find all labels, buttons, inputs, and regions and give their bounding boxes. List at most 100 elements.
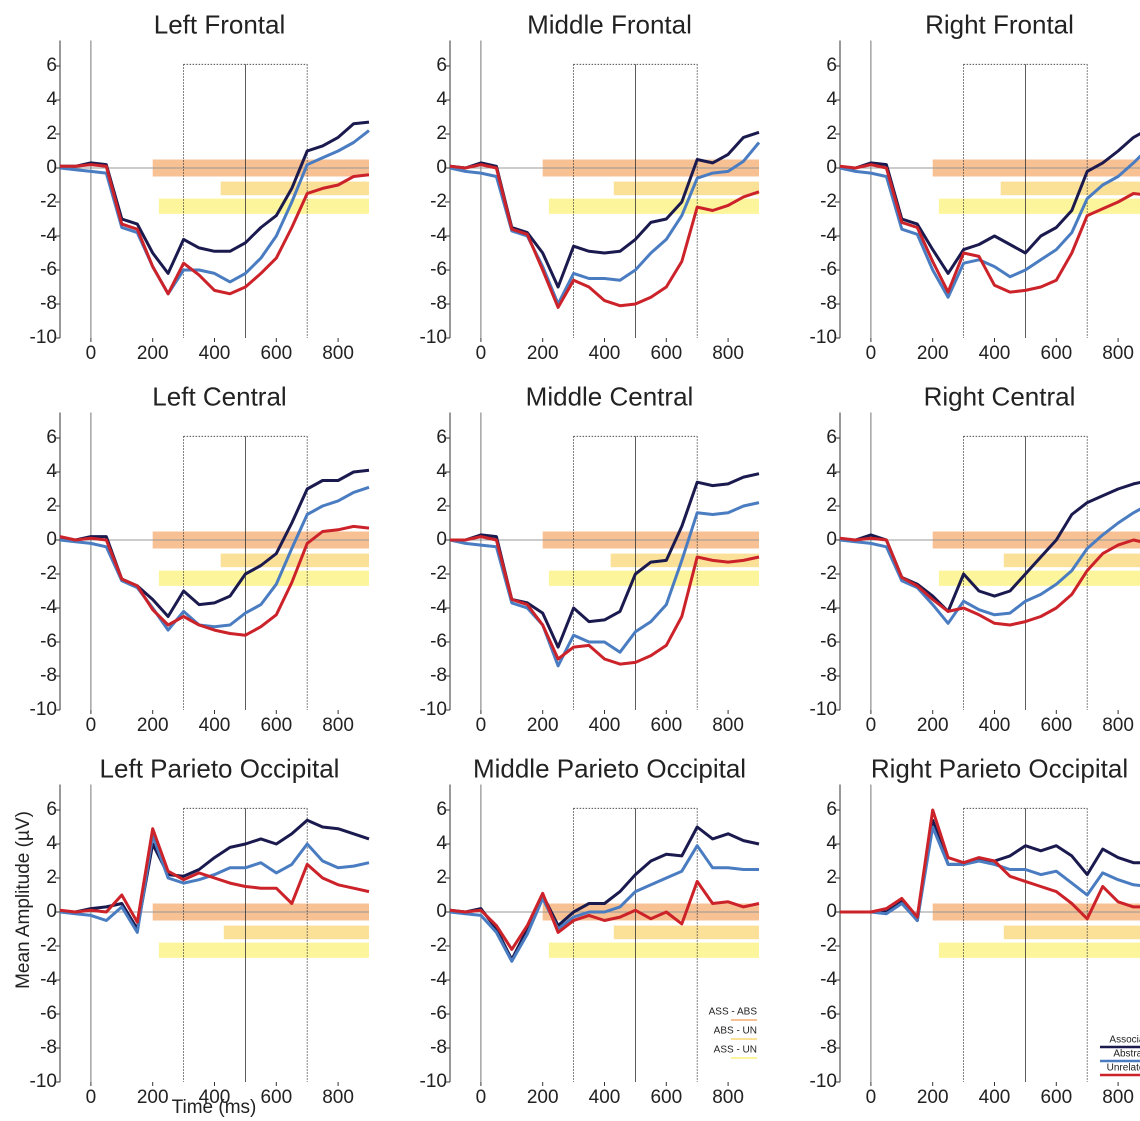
y-tick-label: 0: [436, 157, 447, 178]
y-tick-label: 0: [46, 901, 57, 922]
y-tick-label: 0: [826, 529, 837, 550]
y-tick-label: 0: [826, 901, 837, 922]
y-tick-label: 2: [46, 495, 57, 516]
y-tick-label: -8: [820, 665, 837, 686]
y-tick-label: -2: [40, 563, 57, 584]
x-tick-label: 800: [712, 715, 744, 736]
y-tick-label: -6: [820, 631, 837, 652]
y-tick-label: 4: [436, 833, 447, 854]
y-tick-label: -8: [820, 1037, 837, 1058]
erp-line: [59, 524, 370, 637]
x-tick-label: 200: [527, 715, 559, 736]
erp-line: [449, 844, 759, 963]
y-tick-label: -8: [40, 293, 57, 314]
y-tick-label: -2: [820, 563, 837, 584]
x-tick-label: 0: [866, 1087, 877, 1108]
x-tick-label: 0: [476, 343, 487, 364]
y-tick-label: -6: [40, 631, 57, 652]
x-axis-label: Time (ms): [172, 1097, 257, 1118]
x-tick-label: 400: [199, 715, 231, 736]
x-tick-label: 400: [589, 1087, 621, 1108]
y-tick-label: 4: [46, 461, 57, 482]
y-tick-label: 6: [436, 55, 447, 76]
y-tick-label: -10: [810, 1071, 837, 1092]
x-tick-label: 400: [199, 1087, 231, 1108]
chart-title: Right Parieto Occipital: [871, 753, 1128, 783]
chart-title: Middle Central: [526, 381, 694, 411]
x-tick-label: 0: [866, 715, 877, 736]
y-tick-label: 6: [46, 55, 57, 76]
y-tick-label: 2: [46, 123, 57, 144]
x-tick-label: 600: [260, 343, 292, 364]
significance-band: [220, 553, 369, 568]
erp-line: [839, 536, 1140, 627]
y-tick-label: -4: [820, 225, 837, 246]
y-tick-label: -6: [430, 631, 447, 652]
y-tick-label: -2: [820, 935, 837, 956]
x-tick-label: 800: [712, 343, 744, 364]
x-tick-label: 200: [917, 343, 949, 364]
y-tick-label: 0: [436, 901, 447, 922]
erp-line: [449, 825, 760, 962]
y-tick-label: -10: [420, 699, 447, 720]
x-tick-label: 600: [260, 715, 292, 736]
legend-label: ASS - ABS: [709, 1007, 758, 1018]
x-tick-label: 600: [1040, 1087, 1072, 1108]
y-tick-label: -8: [40, 1037, 57, 1058]
y-tick-label: 4: [826, 833, 837, 854]
x-tick-label: 600: [260, 1087, 292, 1108]
significance-band: [548, 942, 759, 958]
legend-label: Abstract: [1113, 1049, 1140, 1060]
y-tick-label: -2: [40, 191, 57, 212]
erp-line: [449, 163, 760, 309]
significance-band: [938, 570, 1140, 586]
y-tick-label: -8: [820, 293, 837, 314]
erp-line: [839, 154, 1140, 299]
chart-title: Left Central: [152, 381, 286, 411]
erp-line: [840, 808, 1140, 921]
y-tick-label: -6: [820, 259, 837, 280]
x-tick-label: 800: [712, 1087, 744, 1108]
erp-line: [59, 834, 370, 934]
x-tick-label: 200: [137, 715, 169, 736]
y-tick-label: 4: [826, 89, 837, 110]
x-tick-label: 400: [199, 343, 231, 364]
y-tick-label: -2: [820, 191, 837, 212]
significance-band: [223, 925, 369, 940]
y-tick-label: -6: [820, 1003, 837, 1024]
significance-band: [158, 570, 369, 586]
erp-line: [59, 485, 370, 632]
legend-label: Associative: [1109, 1035, 1140, 1046]
y-tick-label: 4: [436, 89, 447, 110]
significance-band: [158, 198, 369, 214]
chart-title: Left Parieto Occipital: [100, 753, 340, 783]
significance-band: [938, 942, 1140, 958]
significance-band: [1003, 553, 1140, 568]
y-tick-label: -4: [430, 225, 447, 246]
x-tick-label: 0: [86, 343, 97, 364]
x-tick-label: 400: [979, 715, 1011, 736]
y-tick-label: 2: [826, 867, 837, 888]
y-tick-label: -10: [30, 699, 57, 720]
y-tick-label: -4: [40, 225, 57, 246]
y-tick-label: -6: [40, 259, 57, 280]
y-tick-label: -2: [430, 935, 447, 956]
y-tick-label: -10: [810, 327, 837, 348]
y-tick-label: 6: [826, 55, 837, 76]
y-tick-label: -4: [820, 969, 837, 990]
x-tick-label: 0: [866, 343, 877, 364]
x-tick-label: 800: [1102, 1087, 1134, 1108]
erp-line: [840, 825, 1140, 922]
legend-label: ABS - UN: [714, 1026, 757, 1037]
y-axis-label: Mean Amplitude (µV): [13, 811, 34, 989]
erp-line: [839, 507, 1140, 625]
y-tick-label: 2: [46, 867, 57, 888]
y-tick-label: -2: [430, 191, 447, 212]
x-tick-label: 200: [917, 715, 949, 736]
significance-band: [938, 198, 1140, 214]
y-tick-label: 4: [436, 461, 447, 482]
y-tick-label: 4: [46, 89, 57, 110]
x-tick-label: 400: [589, 715, 621, 736]
